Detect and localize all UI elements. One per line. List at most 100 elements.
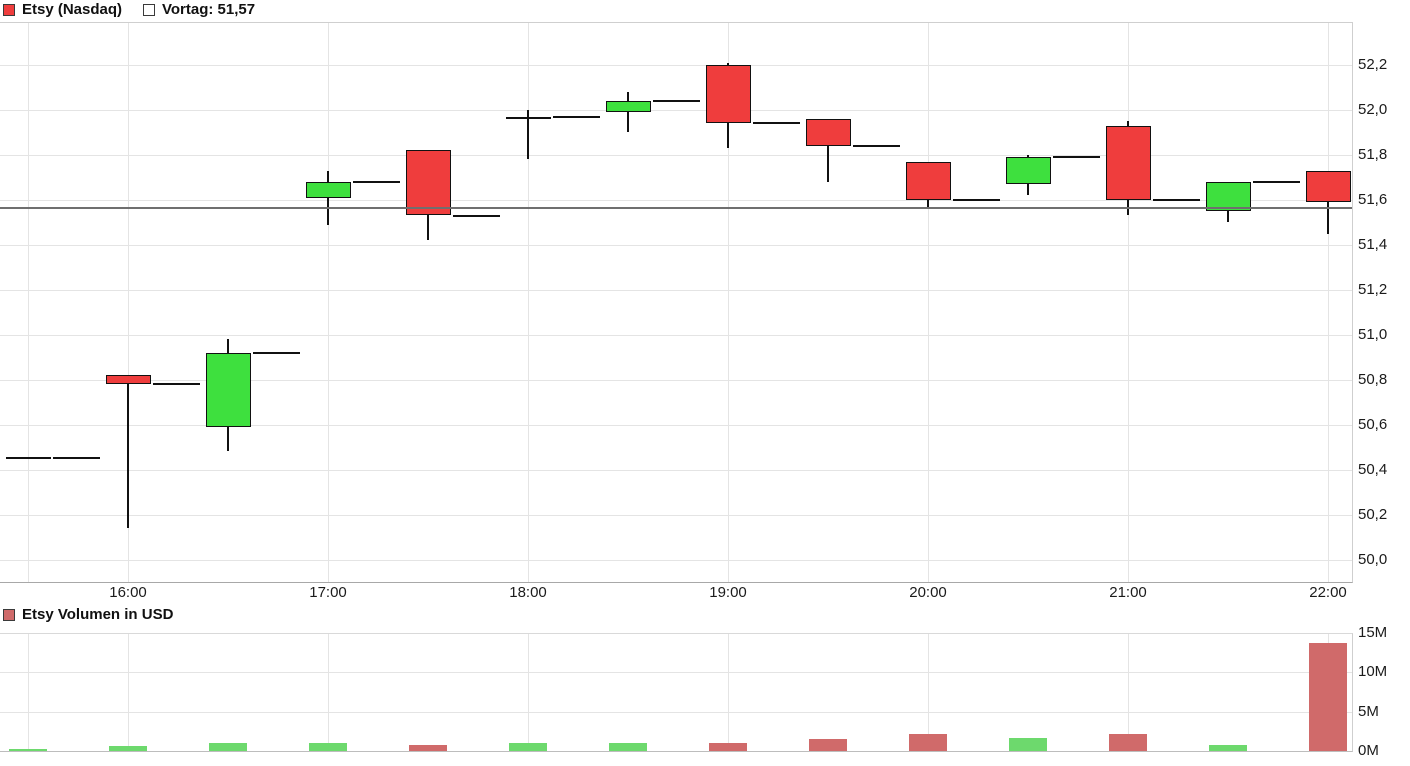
time-axis-label: 21:00 [1109, 584, 1147, 601]
price-gridline-horizontal [0, 560, 1352, 561]
candle-body [906, 162, 951, 200]
volume-bar [9, 749, 47, 751]
close-extension-line [853, 145, 900, 147]
close-extension-line [1253, 181, 1300, 183]
price-gridline-horizontal [0, 470, 1352, 471]
candle-body [306, 182, 351, 198]
price-gridline-horizontal [0, 155, 1352, 156]
close-extension-line [153, 383, 200, 385]
price-gridline-horizontal [0, 200, 1352, 201]
price-gridline-horizontal [0, 515, 1352, 516]
close-extension-line [353, 181, 400, 183]
volume-bar [609, 743, 647, 751]
volume-gridline-vertical [128, 634, 129, 751]
legend-item-etsy-series[interactable]: Etsy (Nasdaq) [3, 2, 122, 18]
volume-bar [309, 743, 347, 751]
candle-body [406, 150, 451, 215]
candle-wick [127, 375, 129, 528]
close-extension-line [453, 215, 500, 217]
volume-bar [1009, 738, 1047, 751]
price-gridline-horizontal [0, 245, 1352, 246]
candle-wick [1327, 171, 1329, 234]
price-axis-label: 51,4 [1358, 236, 1388, 253]
volume-bar [509, 743, 547, 751]
candle-body-doji [506, 117, 551, 119]
candle-body [606, 101, 651, 112]
price-gridline-horizontal [0, 65, 1352, 66]
price-axis-label: 51,2 [1358, 281, 1388, 298]
close-extension-line [953, 199, 1000, 201]
price-gridline-horizontal [0, 335, 1352, 336]
candle-body-doji [6, 457, 51, 459]
price-axis-label: 52,2 [1358, 56, 1388, 73]
price-gridline-vertical [1328, 23, 1329, 582]
candle-body [206, 353, 251, 427]
etsy-series-label: Etsy (Nasdaq) [22, 1, 123, 18]
price-gridline-vertical [728, 23, 729, 582]
candle-wick [527, 110, 529, 159]
candle-wick [827, 119, 829, 182]
time-axis-label: 17:00 [309, 584, 347, 601]
legend-item-volume-series[interactable]: Etsy Volumen in USD [3, 607, 173, 623]
close-extension-line [1053, 156, 1100, 158]
time-axis-label: 19:00 [709, 584, 747, 601]
price-gridline-vertical [28, 23, 29, 582]
price-axis-label: 50,6 [1358, 416, 1388, 433]
price-gridline-horizontal [0, 110, 1352, 111]
time-axis-label: 16:00 [109, 584, 147, 601]
price-axis-label: 50,4 [1358, 461, 1388, 478]
price-axis-label: 50,0 [1358, 551, 1388, 568]
close-extension-line [253, 352, 300, 354]
price-axis-label: 51,0 [1358, 326, 1388, 343]
candle-body [1106, 126, 1151, 200]
price-axis-label: 50,2 [1358, 506, 1388, 523]
volume-bar [209, 743, 247, 751]
price-gridline-horizontal [0, 425, 1352, 426]
volume-gridline-vertical [1128, 634, 1129, 751]
volume-bar [1309, 643, 1347, 751]
volume-gridline-horizontal [0, 672, 1352, 673]
candle-wick [627, 92, 629, 132]
volume-series-swatch-icon [3, 609, 15, 621]
volume-gridline-vertical [28, 634, 29, 751]
close-extension-line [53, 457, 100, 459]
volume-series-label: Etsy Volumen in USD [22, 606, 174, 623]
previous-close-line [0, 207, 1352, 209]
close-extension-line [653, 100, 700, 102]
price-axis-label: 51,8 [1358, 146, 1388, 163]
candle-body [1006, 157, 1051, 184]
volume-bar [409, 745, 447, 751]
price-chart-plot-area[interactable] [0, 22, 1353, 583]
close-extension-line [553, 116, 600, 118]
candle-body [806, 119, 851, 146]
volume-bar [109, 746, 147, 751]
price-gridline-vertical [928, 23, 929, 582]
volume-axis-label: 5M [1358, 703, 1379, 720]
close-extension-line [753, 122, 800, 124]
volume-bar [1109, 734, 1147, 751]
volume-gridline-vertical [728, 634, 729, 751]
candle-body [706, 65, 751, 123]
volume-gridline-vertical [928, 634, 929, 751]
volume-bar [909, 734, 947, 751]
legend-item-vortag[interactable]: Vortag: 51,57 [143, 2, 255, 18]
time-axis-label: 20:00 [909, 584, 947, 601]
candle-body [1306, 171, 1351, 202]
volume-gridline-horizontal [0, 712, 1352, 713]
etsy-series-swatch-icon [3, 4, 15, 16]
volume-axis-label: 15M [1358, 624, 1388, 641]
price-gridline-vertical [1128, 23, 1129, 582]
price-gridline-vertical [128, 23, 129, 582]
price-axis-label: 52,0 [1358, 101, 1388, 118]
volume-axis-label: 10M [1358, 663, 1388, 680]
time-axis-label: 18:00 [509, 584, 547, 601]
price-axis-label: 51,6 [1358, 191, 1388, 208]
vortag-checkbox-icon[interactable] [143, 4, 155, 16]
price-gridline-horizontal [0, 290, 1352, 291]
close-extension-line [1153, 199, 1200, 201]
volume-bar [809, 739, 847, 751]
volume-gridline-vertical [328, 634, 329, 751]
price-gridline-vertical [528, 23, 529, 582]
volume-chart-plot-area[interactable] [0, 633, 1353, 752]
